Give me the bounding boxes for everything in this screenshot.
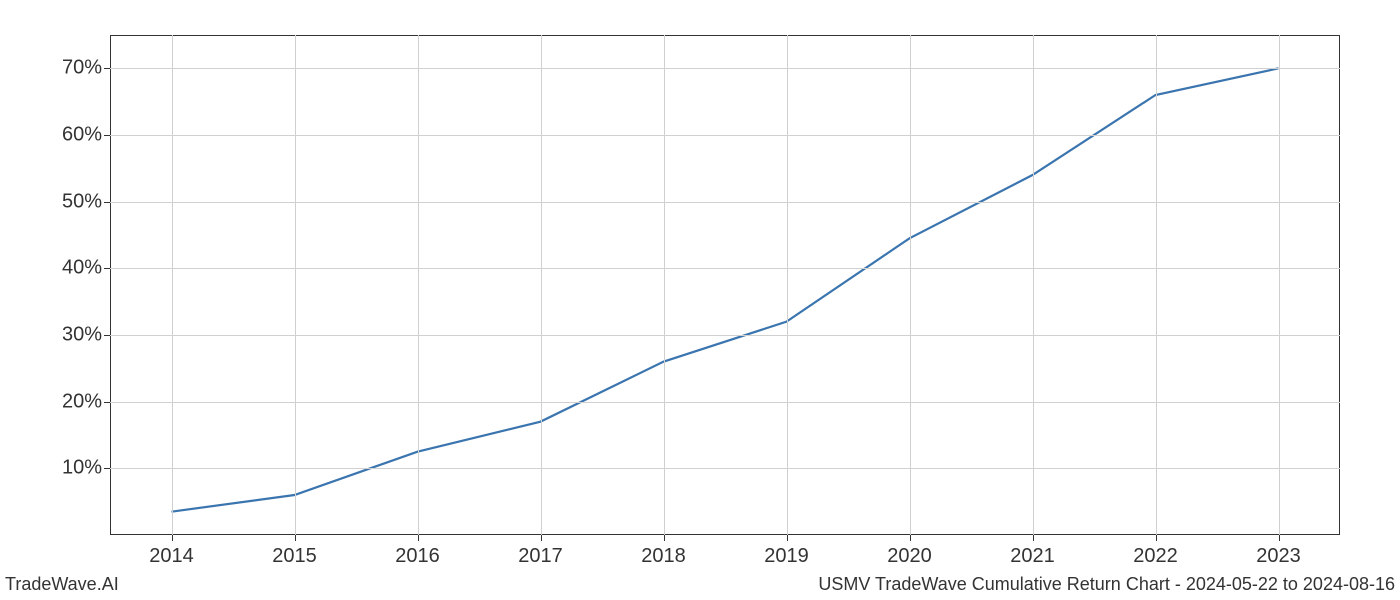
y-axis-tick-label: 30% xyxy=(22,324,102,347)
y-tick-mark xyxy=(104,135,110,136)
x-axis-tick-label: 2018 xyxy=(624,545,704,568)
x-axis-tick-label: 2016 xyxy=(378,545,458,568)
x-axis-tick-label: 2019 xyxy=(747,545,827,568)
y-axis-tick-label: 20% xyxy=(22,390,102,413)
y-tick-mark xyxy=(104,268,110,269)
x-axis-tick-label: 2015 xyxy=(255,545,335,568)
x-tick-mark xyxy=(664,535,665,541)
x-axis-tick-label: 2021 xyxy=(993,545,1073,568)
x-axis-tick-label: 2022 xyxy=(1116,545,1196,568)
grid-line-vertical xyxy=(541,35,542,535)
y-tick-mark xyxy=(104,68,110,69)
grid-line-vertical xyxy=(172,35,173,535)
footer-caption: USMV TradeWave Cumulative Return Chart -… xyxy=(818,574,1395,595)
grid-line-vertical xyxy=(910,35,911,535)
y-axis-tick-label: 60% xyxy=(22,124,102,147)
grid-line-vertical xyxy=(1279,35,1280,535)
footer-brand: TradeWave.AI xyxy=(5,574,119,595)
x-axis-tick-label: 2014 xyxy=(132,545,212,568)
x-tick-mark xyxy=(541,535,542,541)
x-tick-mark xyxy=(910,535,911,541)
grid-line-vertical xyxy=(664,35,665,535)
y-tick-mark xyxy=(104,402,110,403)
x-tick-mark xyxy=(787,535,788,541)
y-tick-mark xyxy=(104,468,110,469)
x-tick-mark xyxy=(172,535,173,541)
x-tick-mark xyxy=(1033,535,1034,541)
y-tick-mark xyxy=(104,335,110,336)
x-tick-mark xyxy=(1279,535,1280,541)
y-axis-tick-label: 70% xyxy=(22,57,102,80)
x-axis-tick-label: 2020 xyxy=(870,545,950,568)
x-axis-tick-label: 2023 xyxy=(1239,545,1319,568)
grid-line-vertical xyxy=(787,35,788,535)
grid-line-vertical xyxy=(418,35,419,535)
chart-plot-area xyxy=(110,35,1340,535)
y-axis-tick-label: 10% xyxy=(22,457,102,480)
y-axis-tick-label: 40% xyxy=(22,257,102,280)
y-axis-tick-label: 50% xyxy=(22,190,102,213)
grid-line-vertical xyxy=(1033,35,1034,535)
x-tick-mark xyxy=(1156,535,1157,541)
x-tick-mark xyxy=(295,535,296,541)
x-tick-mark xyxy=(418,535,419,541)
x-axis-tick-label: 2017 xyxy=(501,545,581,568)
grid-line-vertical xyxy=(295,35,296,535)
y-tick-mark xyxy=(104,202,110,203)
grid-line-vertical xyxy=(1156,35,1157,535)
